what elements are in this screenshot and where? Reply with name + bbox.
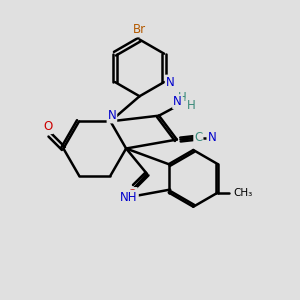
Text: H: H: [178, 91, 187, 104]
Text: N: N: [173, 95, 182, 108]
Text: O: O: [128, 188, 137, 201]
Text: Br: Br: [133, 23, 146, 37]
Text: NH: NH: [120, 191, 138, 204]
Text: H: H: [187, 99, 195, 112]
Text: CH₃: CH₃: [233, 188, 252, 198]
Text: N: N: [207, 131, 216, 144]
Text: C: C: [194, 131, 202, 144]
Text: O: O: [43, 120, 52, 133]
Text: N: N: [166, 76, 175, 88]
Text: N: N: [108, 110, 116, 122]
